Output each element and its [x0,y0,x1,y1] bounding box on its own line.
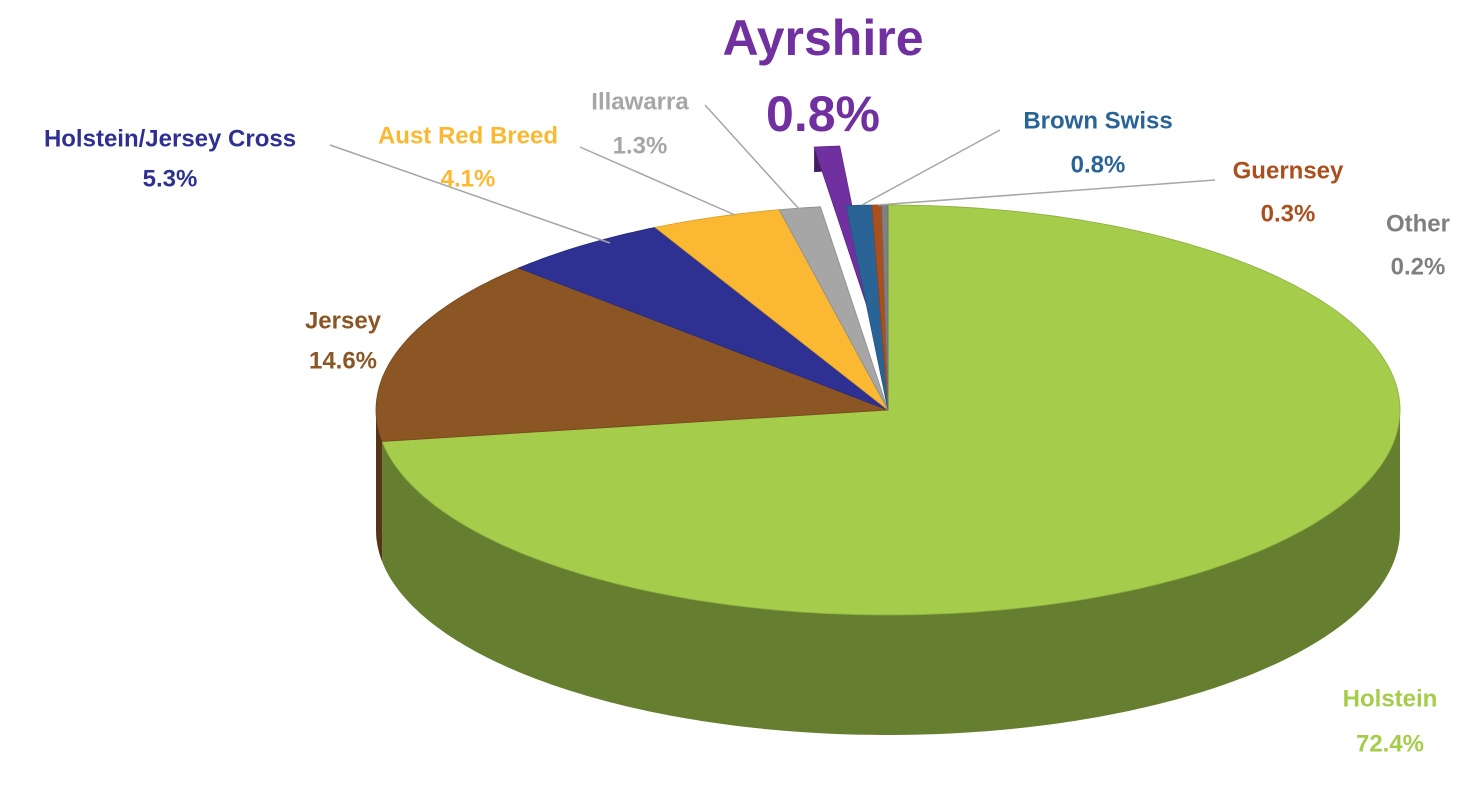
slice-value: 4.1% [441,165,496,192]
slice-side [382,410,1401,735]
slice [813,145,882,351]
slice [375,267,889,442]
slice-label: Holstein/Jersey Cross [44,125,296,152]
leader-line [704,104,801,211]
slice-label: Holstein [1343,685,1438,712]
slice-label: Brown Swiss [1023,107,1172,134]
leader-line [877,179,1216,206]
slice-value: 1.3% [613,132,668,159]
slice-value: 0.8% [766,86,880,142]
slice-label: Ayrshire [722,10,923,66]
slice [778,206,889,411]
slice-label: Guernsey [1233,157,1344,184]
slice-value: 72.4% [1356,730,1424,757]
slice-value: 0.3% [1261,200,1316,227]
slice [654,209,889,411]
leader-line [329,144,611,244]
slice-value: 0.2% [1391,253,1446,280]
leader-line [579,146,736,216]
slice-side [376,410,383,562]
slice [381,204,1401,616]
slice-value: 0.8% [1071,151,1126,178]
slice-label: Illawarra [591,88,689,115]
slice-label: Aust Red Breed [378,122,558,149]
slice [517,226,889,411]
slice-value: 14.6% [309,347,377,374]
leader-line [861,129,1001,206]
slice-value: 5.3% [143,165,198,192]
slice-label: Jersey [305,307,382,334]
slice-label: Other [1386,210,1450,237]
